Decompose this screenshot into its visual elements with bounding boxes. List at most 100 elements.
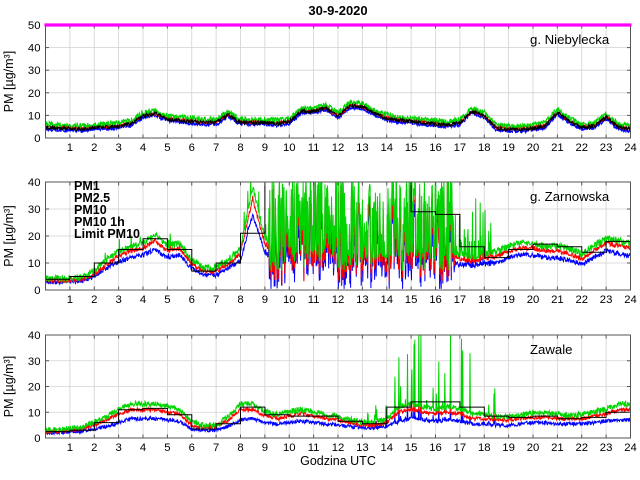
x-tick-label: 6: [189, 442, 195, 454]
x-tick-label: 13: [356, 142, 369, 154]
y-axis-label-panel2: PM [µg/m³]: [2, 205, 16, 266]
legend-item-limit-pm10: Limit PM10: [74, 227, 140, 241]
x-tick-label: 9: [262, 442, 268, 454]
pm10-1h-line: [45, 102, 631, 133]
x-tick-label: 22: [576, 142, 589, 154]
x-tick-label: 15: [405, 442, 418, 454]
x-tick-label: 21: [551, 142, 564, 154]
y-tick-label: 30: [28, 204, 41, 216]
x-tick-label: 5: [164, 294, 170, 306]
station-label-zarnowska: g. Zarnowska: [530, 189, 610, 204]
y-tick-label: 10: [28, 258, 41, 270]
x-tick-label: 19: [502, 142, 515, 154]
pm1-series: [45, 396, 631, 436]
x-tick-label: 3: [115, 294, 121, 306]
y-tick-label: 20: [28, 382, 41, 394]
x-tick-label: 12: [332, 142, 345, 154]
x-tick-label: 9: [262, 142, 268, 154]
x-tick-label: 8: [237, 142, 243, 154]
x-tick-label: 22: [576, 294, 589, 306]
series-area: [45, 182, 631, 289]
x-tick-label: 13: [356, 294, 369, 306]
y-tick-label: 0: [34, 433, 40, 445]
y-axis-label-panel1: PM [µg/m³]: [2, 51, 16, 112]
pm10-1h-stairs: [45, 401, 631, 433]
x-tick-label: 2: [91, 142, 97, 154]
y-tick-label: 40: [28, 177, 41, 189]
x-tick-label: 2: [91, 294, 97, 306]
x-axis-label: Godzina UTC: [300, 454, 376, 468]
y-tick-label: 30: [28, 356, 41, 368]
x-tick-label: 14: [381, 294, 394, 306]
x-tick-label: 24: [624, 294, 637, 306]
x-tick-label: 14: [381, 142, 394, 154]
x-tick-label: 1: [67, 142, 73, 154]
x-tick-label: 20: [527, 442, 540, 454]
x-tick-label: 8: [237, 294, 243, 306]
series-area: [45, 335, 631, 436]
x-tick-label: 4: [140, 294, 146, 306]
legend-item-pm10: PM10: [74, 203, 107, 217]
x-tick-label: 12: [332, 294, 345, 306]
panel-niebylecka: 1 2 3 4 5 6 7 8 9 10 11 12 13 14 15 16 17 18 19 20 21 22 23 240…: [28, 20, 637, 154]
x-tick-label: 23: [600, 294, 613, 306]
x-tick-label: 21: [551, 294, 564, 306]
x-tick-label: 20: [527, 142, 540, 154]
x-tick-label: 6: [189, 294, 195, 306]
x-tick-label: 7: [213, 294, 219, 306]
y-tick-label: 10: [28, 407, 41, 419]
x-tick-label: 10: [283, 294, 296, 306]
panel-zawale: 1 2 3 4 5 6 7 8 9 10 11 12 13 14 15 16 17 18 19 20 21 22 23 240…: [28, 330, 637, 454]
x-tick-label: 15: [405, 294, 418, 306]
y-tick-label: 0: [34, 133, 40, 145]
y-tick-label: 40: [28, 43, 41, 55]
x-tick-label: 17: [454, 142, 467, 154]
x-tick-label: 7: [213, 442, 219, 454]
x-tick-label: 5: [164, 142, 170, 154]
x-tick-label: 4: [140, 142, 146, 154]
x-tick-label: 16: [429, 442, 442, 454]
y-tick-label: 0: [34, 285, 40, 297]
x-tick-label: 22: [576, 442, 589, 454]
x-tick-label: 11: [308, 142, 320, 154]
x-tick-label: 16: [429, 142, 442, 154]
x-tick-label: 16: [429, 294, 442, 306]
y-tick-label: 40: [28, 330, 41, 342]
legend-item-pm10-1h: PM10 1h: [74, 215, 125, 229]
x-tick-label: 1: [67, 442, 73, 454]
x-tick-label: 23: [600, 142, 613, 154]
tick-labels: 1 2 3 4 5 6 7 8 9 10 11 12 13 14 15 16 17 18 19 20 21 22 23 240…: [28, 20, 637, 154]
x-tick-label: 4: [140, 442, 146, 454]
x-tick-label: 12: [332, 442, 345, 454]
x-tick-label: 14: [381, 442, 394, 454]
x-tick-label: 13: [356, 442, 369, 454]
x-tick-label: 1: [67, 294, 73, 306]
x-tick-label: 20: [527, 294, 540, 306]
x-tick-label: 18: [478, 294, 491, 306]
x-tick-label: 8: [237, 442, 243, 454]
x-tick-label: 7: [213, 142, 219, 154]
x-tick-label: 23: [600, 442, 613, 454]
x-tick-label: 10: [283, 142, 296, 154]
x-tick-label: 17: [454, 294, 467, 306]
x-tick-label: 6: [189, 142, 195, 154]
x-tick-label: 5: [164, 442, 170, 454]
y-tick-label: 30: [28, 65, 41, 77]
x-tick-label: 24: [624, 442, 637, 454]
series-area: [45, 99, 631, 135]
panel-zarnowska: 1 2 3 4 5 6 7 8 9 10 11 12 13 14 15 16 17 18 19 20 21 22 23 240…: [28, 177, 637, 306]
tick-labels: 1 2 3 4 5 6 7 8 9 10 11 12 13 14 15 16 17 18 19 20 21 22 23 240…: [28, 330, 637, 454]
legend-item-pm2-5: PM2.5: [74, 191, 110, 205]
legend: PM1 PM2.5 PM10 PM10 1h Limit PM10: [74, 179, 140, 241]
chart-title: 30-9-2020: [308, 3, 367, 18]
axis-ticks: [45, 334, 631, 439]
y-tick-label: 20: [28, 231, 41, 243]
tick-labels: 1 2 3 4 5 6 7 8 9 10 11 12 13 14 15 16 17 18 19 20 21 22 23 240…: [28, 177, 637, 306]
labels-overlay: 30-9-2020 g. Niebylecka g. Zarnowska Zaw…: [2, 3, 610, 468]
y-tick-label: 50: [28, 20, 41, 32]
x-tick-label: 3: [115, 442, 121, 454]
pm10-1h-stairs: [45, 182, 631, 280]
y-tick-label: 20: [28, 88, 41, 100]
